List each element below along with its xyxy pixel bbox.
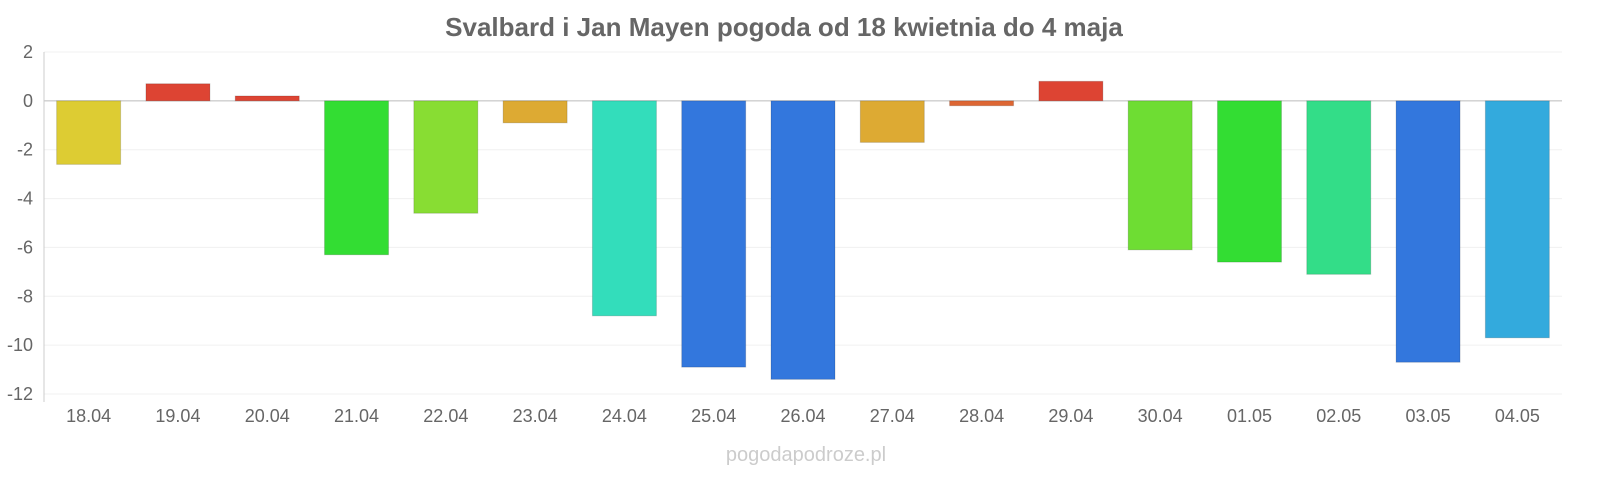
y-tick-label: -2 [17, 140, 33, 160]
bar-21.04 [324, 100, 390, 256]
bar-23.04 [502, 100, 568, 124]
x-tick-label: 28.04 [959, 406, 1004, 426]
bar-26.04 [770, 100, 836, 380]
x-tick-label: 20.04 [245, 406, 290, 426]
y-tick-label: -6 [17, 237, 33, 257]
y-tick-label: -12 [7, 384, 33, 404]
x-tick-label: 18.04 [66, 406, 111, 426]
y-tick-label: 2 [23, 42, 33, 62]
x-tick-label: 25.04 [691, 406, 736, 426]
bar-22.04 [413, 100, 479, 214]
x-tick-label: 23.04 [513, 406, 558, 426]
chart-title: Svalbard i Jan Mayen pogoda od 18 kwietn… [445, 12, 1123, 42]
bar-02.05 [1306, 100, 1372, 275]
x-tick-label: 02.05 [1316, 406, 1361, 426]
x-tick-label: 01.05 [1227, 406, 1272, 426]
y-tick-label: -4 [17, 189, 33, 209]
bar-01.05 [1216, 100, 1282, 263]
bar-18.04 [56, 100, 122, 165]
bar-24.04 [591, 100, 657, 317]
bar-03.05 [1395, 100, 1461, 363]
x-tick-label: 27.04 [870, 406, 915, 426]
y-tick-label: -8 [17, 286, 33, 306]
bar-19.04 [145, 83, 211, 102]
bar-30.04 [1127, 100, 1193, 251]
x-tick-label: 21.04 [334, 406, 379, 426]
x-tick-label: 04.05 [1495, 406, 1540, 426]
x-tick-label: 24.04 [602, 406, 647, 426]
x-tick-label: 29.04 [1048, 406, 1093, 426]
bar-29.04 [1038, 80, 1104, 102]
x-tick-label: 26.04 [780, 406, 825, 426]
bar-20.04 [234, 95, 300, 102]
x-tick-label: 22.04 [423, 406, 468, 426]
watermark: pogodapodroze.pl [726, 444, 886, 466]
bar-25.04 [681, 100, 747, 368]
bar-27.04 [859, 100, 925, 143]
y-tick-label: -10 [7, 335, 33, 355]
bar-28.04 [949, 100, 1015, 107]
bar-04.05 [1484, 100, 1550, 339]
x-tick-label: 30.04 [1138, 406, 1183, 426]
x-tick-label: 03.05 [1406, 406, 1451, 426]
x-tick-label: 19.04 [155, 406, 200, 426]
y-tick-label: 0 [23, 91, 33, 111]
